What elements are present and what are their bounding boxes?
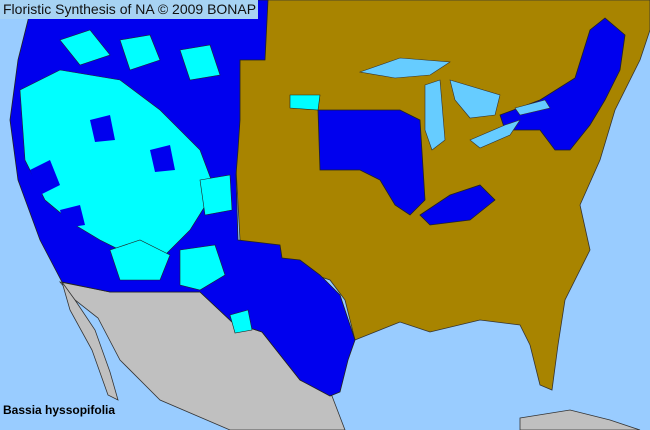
cuba xyxy=(519,409,641,430)
native-region-central xyxy=(317,109,426,216)
blue-inholdings xyxy=(30,115,175,228)
species-name: Bassia hyssopifolia xyxy=(3,403,116,417)
map-title: Floristic Synthesis of NA © 2009 BONAP xyxy=(0,0,258,19)
baja-california xyxy=(61,281,119,401)
native-region-kentucky xyxy=(419,184,496,226)
great-lakes xyxy=(358,57,551,151)
native-region-northeast xyxy=(499,17,626,151)
